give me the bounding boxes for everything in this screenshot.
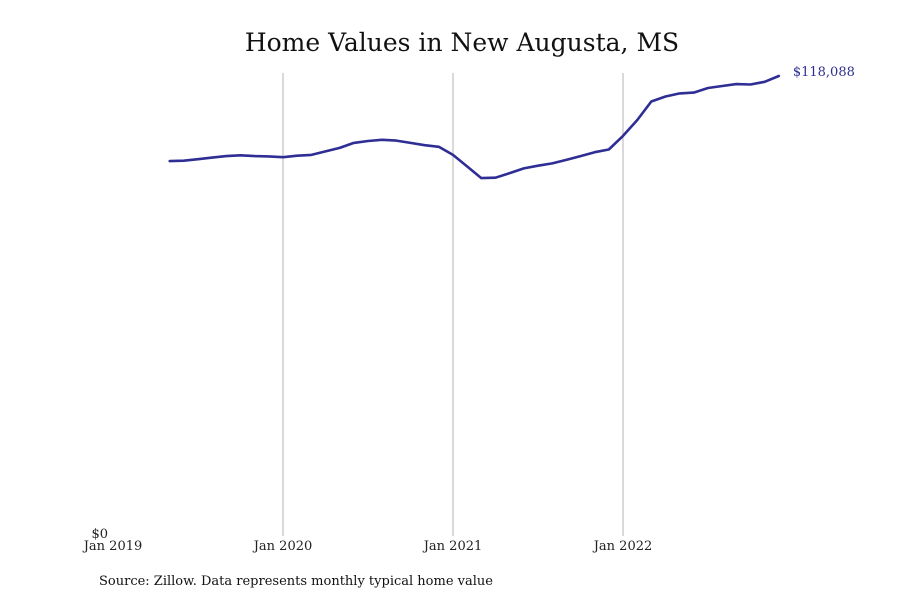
- chart-title: Home Values in New Augusta, MS: [245, 28, 679, 57]
- series-line-home-value: [168, 74, 781, 180]
- source-note: Source: Zillow. Data represents monthly …: [99, 574, 493, 589]
- axis-ticks: Jan 2019 Jan 2020 Jan 2021 Jan 2022 $0: [82, 527, 653, 554]
- x-tick-label: Jan 2019: [82, 539, 143, 554]
- x-tick-label: Jan 2020: [252, 539, 313, 554]
- x-tick-label: Jan 2022: [592, 539, 653, 554]
- gridlines: [282, 73, 624, 536]
- y-tick-label: $0: [91, 527, 108, 542]
- series-layer: [168, 74, 781, 180]
- x-tick-label: Jan 2021: [422, 539, 483, 554]
- end-value-label: $118,088: [793, 65, 855, 80]
